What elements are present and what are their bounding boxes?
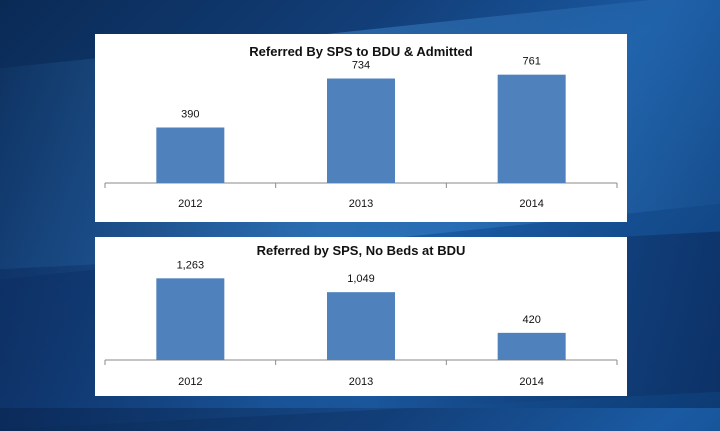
bar-2013: [327, 292, 395, 360]
chart-title: Referred By SPS to BDU & Admitted: [249, 44, 472, 59]
data-label-2013: 734: [352, 60, 370, 72]
x-tick-label-2014: 2014: [519, 198, 543, 210]
data-label-2012: 1,263: [177, 259, 205, 271]
x-tick-label-2013: 2013: [349, 376, 373, 388]
bar-2012: [156, 127, 225, 183]
chart-panel-no-beds: Referred by SPS, No Beds at BDU 1,263 201…: [95, 237, 627, 396]
bar-2013: [327, 78, 395, 183]
chart-no-beds: Referred by SPS, No Beds at BDU 1,263 201…: [104, 243, 618, 388]
bar-2014: [497, 332, 566, 360]
chart-title: Referred by SPS, No Beds at BDU: [257, 243, 466, 258]
bar-2012: [156, 278, 225, 360]
chart-admitted: Referred By SPS to BDU & Admitted 390 201…: [104, 44, 618, 210]
chart-panel-admitted: Referred By SPS to BDU & Admitted 390 201…: [95, 34, 627, 222]
x-tick-label-2013: 2013: [349, 198, 373, 210]
x-tick-label-2014: 2014: [519, 376, 543, 388]
data-label-2014: 761: [522, 56, 540, 68]
data-label-2014: 420: [522, 314, 540, 326]
bar-2014: [497, 74, 566, 183]
x-tick-label-2012: 2012: [178, 376, 202, 388]
data-label-2012: 390: [181, 108, 199, 120]
x-tick-label-2012: 2012: [178, 198, 202, 210]
data-label-2013: 1,049: [347, 273, 375, 285]
